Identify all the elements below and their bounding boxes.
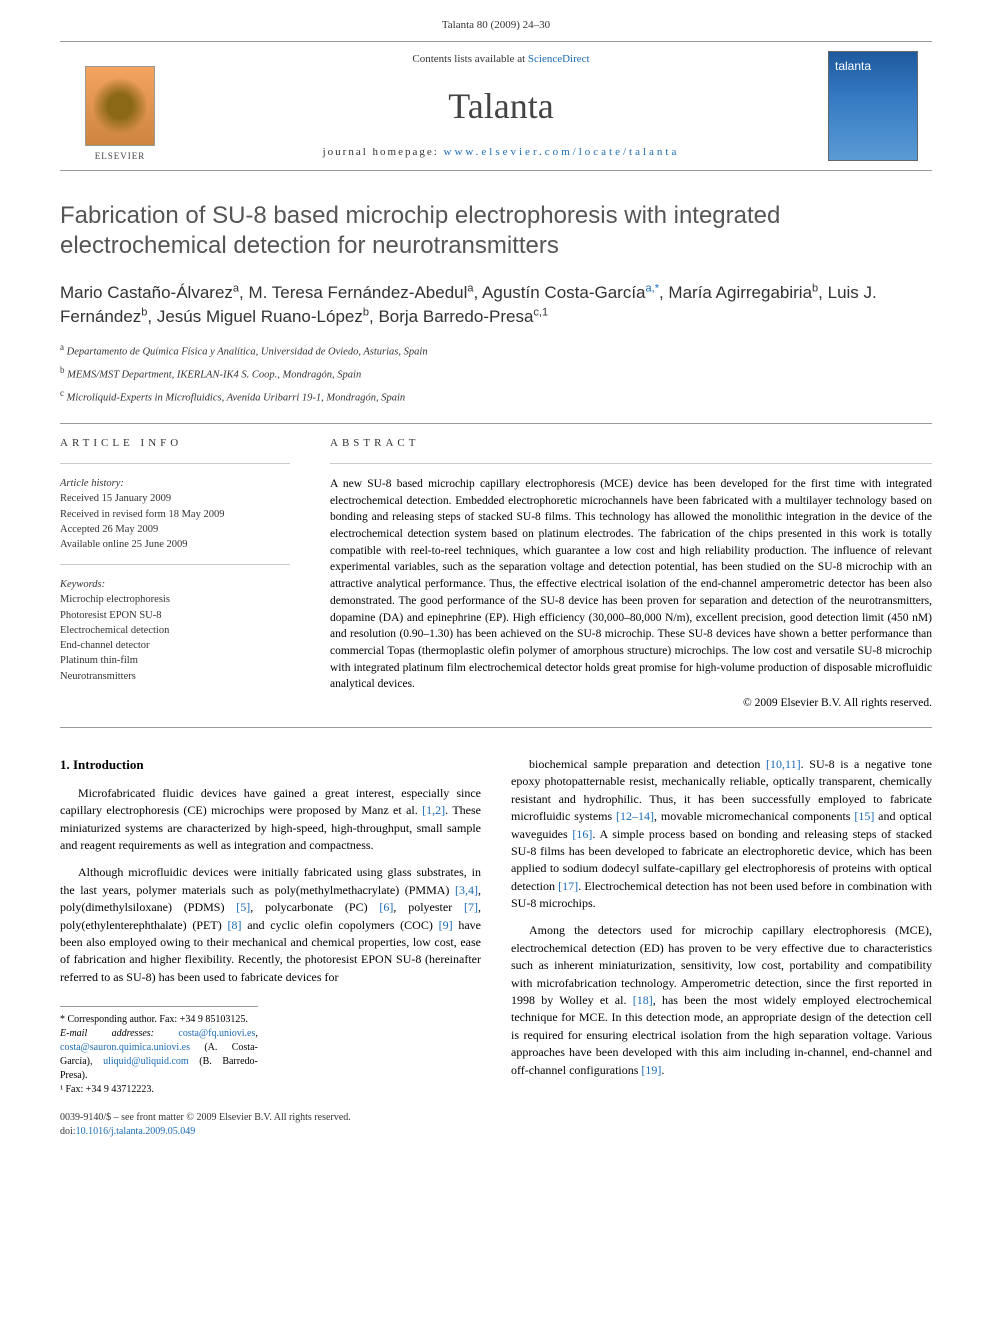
history-line: Received in revised form 18 May 2009 (60, 507, 290, 522)
email-attribution: , (255, 1028, 258, 1039)
abstract-text: A new SU-8 based microchip capillary ele… (330, 476, 932, 693)
email-line: E-mail addresses: costa@fq.uniovi.es, co… (60, 1027, 258, 1083)
doi-label: doi: (60, 1126, 76, 1137)
keyword: Microchip electrophoresis (60, 592, 290, 607)
divider (60, 463, 290, 464)
body-paragraph: biochemical sample preparation and detec… (511, 756, 932, 913)
banner-center: Contents lists available at ScienceDirec… (180, 42, 822, 170)
divider (60, 727, 932, 728)
journal-homepage-line: journal homepage: www.elsevier.com/locat… (323, 145, 680, 160)
keyword: Electrochemical detection (60, 623, 290, 638)
history-line: Accepted 26 May 2009 (60, 522, 290, 537)
contents-prefix: Contents lists available at (412, 53, 527, 65)
page-footer: 0039-9140/$ – see front matter © 2009 El… (0, 1097, 992, 1159)
abstract-label: abstract (330, 436, 932, 451)
corresponding-author-note: * Corresponding author. Fax: +34 9 85103… (60, 1013, 258, 1027)
info-abstract-row: article info Article history: Received 1… (60, 436, 932, 711)
affiliations: a Departamento de Química Física y Analí… (60, 341, 932, 407)
history-line: Received 15 January 2009 (60, 491, 290, 506)
email-link[interactable]: costa@fq.uniovi.es (178, 1028, 255, 1039)
article-body: Fabrication of SU-8 based microchip elec… (0, 171, 992, 1097)
footnotes: * Corresponding author. Fax: +34 9 85103… (60, 1006, 258, 1097)
article-history: Article history: Received 15 January 200… (60, 476, 290, 552)
history-line: Available online 25 June 2009 (60, 537, 290, 552)
history-heading: Article history: (60, 476, 290, 491)
body-paragraph: Microfabricated fluidic devices have gai… (60, 785, 481, 855)
keywords-block: Keywords: Microchip electrophoresisPhoto… (60, 577, 290, 684)
elsevier-logo-icon (85, 66, 155, 146)
journal-name: Talanta (448, 81, 553, 131)
section-heading: 1. Introduction (60, 756, 481, 775)
affiliation-line: b MEMS/MST Department, IKERLAN-IK4 S. Co… (60, 364, 932, 383)
keyword: Photoresist EPON SU-8 (60, 608, 290, 623)
keywords-heading: Keywords: (60, 577, 290, 592)
affiliation-line: c Microliquid-Experts in Microfluidics, … (60, 387, 932, 406)
cover-label: talanta (835, 58, 871, 75)
article-title: Fabrication of SU-8 based microchip elec… (60, 201, 932, 261)
sciencedirect-link[interactable]: ScienceDirect (528, 53, 590, 65)
journal-cover-icon: talanta (828, 51, 918, 161)
publisher-block: ELSEVIER (60, 42, 180, 170)
body-column-right: biochemical sample preparation and detec… (511, 756, 932, 1097)
homepage-prefix: journal homepage: (323, 146, 444, 158)
running-header: Talanta 80 (2009) 24–30 (0, 0, 992, 41)
publisher-name: ELSEVIER (95, 150, 146, 163)
email-link[interactable]: costa@sauron.quimica.uniovi.es (60, 1042, 190, 1053)
affiliation-line: a Departamento de Química Física y Analí… (60, 341, 932, 360)
front-matter-line: 0039-9140/$ – see front matter © 2009 El… (60, 1111, 932, 1125)
footnote-extra: ¹ Fax: +34 9 43712223. (60, 1083, 258, 1097)
doi-link[interactable]: 10.1016/j.talanta.2009.05.049 (76, 1126, 196, 1137)
contents-list-line: Contents lists available at ScienceDirec… (412, 52, 589, 67)
journal-banner: ELSEVIER Contents lists available at Sci… (60, 41, 932, 171)
body-paragraph: Among the detectors used for microchip c… (511, 922, 932, 1079)
doi-line: doi:10.1016/j.talanta.2009.05.049 (60, 1125, 932, 1139)
body-columns: 1. Introduction Microfabricated fluidic … (60, 756, 932, 1097)
divider (60, 423, 932, 424)
body-paragraph: Although microfluidic devices were initi… (60, 864, 481, 986)
body-column-left: 1. Introduction Microfabricated fluidic … (60, 756, 481, 1097)
divider (60, 564, 290, 565)
abstract-copyright: © 2009 Elsevier B.V. All rights reserved… (330, 695, 932, 711)
cover-block: talanta (822, 42, 932, 170)
article-info-label: article info (60, 436, 290, 451)
divider (330, 463, 932, 464)
keyword: Neurotransmitters (60, 669, 290, 684)
email-link[interactable]: uliquid@uliquid.com (103, 1056, 189, 1067)
abstract-column: abstract A new SU-8 based microchip capi… (330, 436, 932, 711)
keyword: Platinum thin-film (60, 653, 290, 668)
authors-line: Mario Castaño-Álvareza, M. Teresa Fernán… (60, 281, 932, 329)
homepage-link[interactable]: www.elsevier.com/locate/talanta (444, 146, 680, 158)
article-info-column: article info Article history: Received 1… (60, 436, 290, 711)
keyword: End-channel detector (60, 638, 290, 653)
email-label: E-mail addresses: (60, 1028, 178, 1039)
